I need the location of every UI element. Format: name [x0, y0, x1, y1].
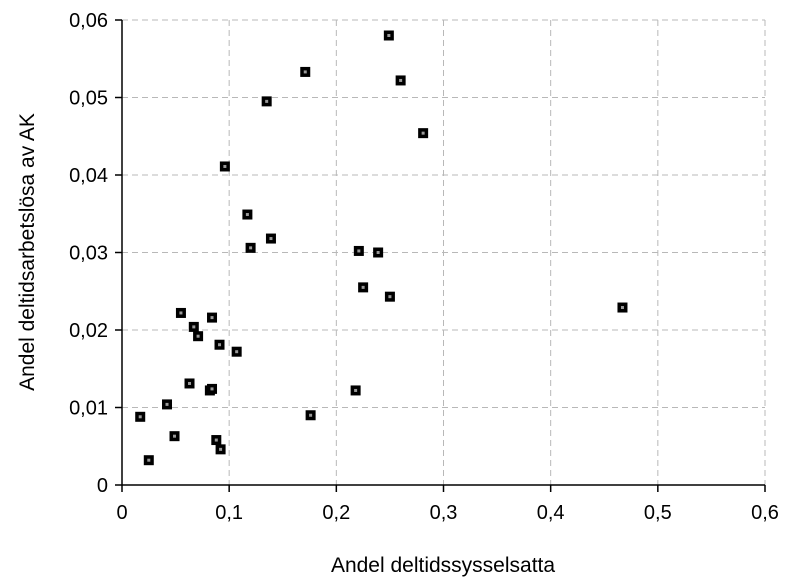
data-point-center: [165, 402, 169, 406]
x-tick-label: 0: [116, 502, 127, 524]
data-point-center: [214, 438, 218, 442]
x-tick-label: 0,3: [430, 502, 458, 524]
data-point: [418, 128, 429, 139]
x-tick-label: 0,5: [644, 502, 672, 524]
data-point: [242, 209, 253, 220]
data-point: [305, 410, 316, 421]
data-point: [207, 383, 218, 394]
y-tick-label: 0,02: [69, 320, 108, 342]
data-point-center: [188, 381, 192, 385]
data-point: [169, 431, 180, 442]
y-tick-label: 0,06: [69, 10, 108, 32]
data-point-center: [179, 311, 183, 315]
data-point-center: [388, 295, 392, 299]
y-tick-label: 0,05: [69, 88, 108, 110]
data-point-center: [245, 213, 249, 217]
data-point-center: [269, 237, 273, 241]
data-point-center: [399, 78, 403, 82]
data-point-center: [219, 447, 223, 451]
y-tick-label: 0,04: [69, 165, 108, 187]
data-point: [358, 282, 369, 293]
y-tick-label: 0,03: [69, 243, 108, 265]
data-point-center: [210, 387, 214, 391]
data-point-center: [173, 434, 177, 438]
data-point: [300, 66, 311, 77]
data-point: [373, 247, 384, 258]
data-point: [184, 378, 195, 389]
data-point: [215, 444, 226, 455]
data-point-center: [249, 246, 253, 250]
y-tick-label: 0: [97, 475, 108, 497]
data-point-center: [218, 343, 222, 347]
data-point-center: [361, 285, 365, 289]
x-tick-label: 0,4: [537, 502, 565, 524]
data-point-center: [138, 415, 142, 419]
x-tick-label: 0,1: [215, 502, 243, 524]
data-point: [143, 455, 154, 466]
data-point-center: [210, 316, 214, 320]
data-points: [135, 30, 628, 466]
data-point-center: [235, 350, 239, 354]
data-point-center: [354, 388, 358, 392]
data-point: [384, 291, 395, 302]
data-point-center: [376, 251, 380, 254]
data-point-center: [147, 458, 151, 462]
data-point: [211, 435, 222, 446]
y-tick-label: 0,01: [69, 398, 108, 420]
data-point: [188, 321, 199, 332]
data-point: [135, 411, 146, 422]
y-axis-title: Andel deltidsarbetslösa av AK: [16, 113, 39, 391]
data-point-center: [421, 131, 425, 135]
gridlines: [122, 19, 766, 485]
data-point: [207, 312, 218, 323]
data-point-center: [265, 99, 269, 103]
data-point: [265, 233, 276, 244]
y-axis-ticks: 0 0,01 0,02 0,03 0,04 0,05 0,06: [69, 10, 122, 497]
data-point: [231, 346, 242, 357]
data-point: [214, 339, 225, 350]
data-point: [162, 399, 173, 410]
data-point: [353, 245, 364, 256]
x-tick-label: 0,6: [751, 502, 779, 524]
data-point-center: [223, 164, 227, 168]
data-point: [395, 75, 406, 86]
data-point-center: [387, 34, 391, 37]
data-point: [245, 242, 256, 253]
data-point-center: [357, 249, 361, 253]
data-point: [261, 96, 272, 107]
data-point-center: [192, 325, 196, 329]
data-point: [383, 30, 394, 41]
data-point-center: [303, 70, 307, 74]
data-point-center: [620, 306, 624, 310]
data-point: [617, 302, 628, 313]
data-point: [350, 385, 361, 396]
x-tick-label: 0,2: [322, 502, 350, 524]
data-point: [175, 307, 186, 318]
data-point: [193, 331, 204, 342]
x-axis-title: Andel deltidssysselsatta: [331, 554, 555, 577]
x-axis-ticks: 0 0,1 0,2 0,3 0,4 0,5 0,6: [116, 485, 779, 524]
data-point: [219, 161, 230, 172]
data-point-center: [309, 413, 313, 417]
data-point-center: [196, 334, 200, 338]
